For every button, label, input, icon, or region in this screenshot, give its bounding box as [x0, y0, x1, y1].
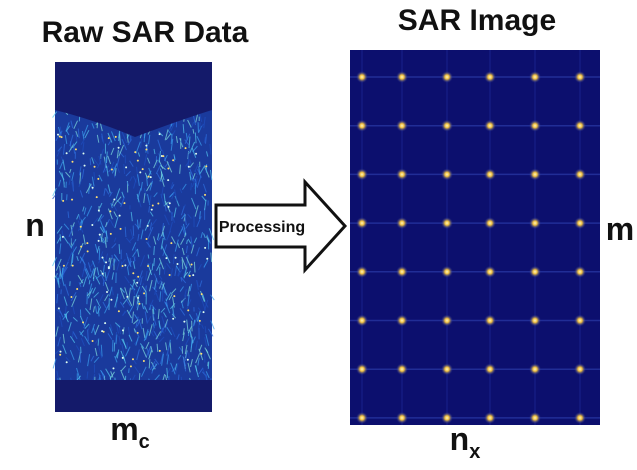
- point-target: [356, 71, 368, 83]
- point-target: [356, 412, 368, 424]
- point-target: [441, 266, 453, 278]
- point-target: [396, 412, 408, 424]
- point-target: [574, 168, 586, 180]
- point-target: [574, 363, 586, 375]
- point-target: [484, 120, 496, 132]
- point-target: [529, 412, 541, 424]
- point-target: [574, 412, 586, 424]
- point-target: [356, 217, 368, 229]
- point-target: [356, 315, 368, 327]
- sar-image: [350, 50, 600, 425]
- point-target: [529, 71, 541, 83]
- point-target: [484, 412, 496, 424]
- arrow-label: Processing: [219, 219, 305, 236]
- point-target: [396, 266, 408, 278]
- label-subscript: x: [469, 441, 480, 463]
- left-title: Raw SAR Data: [42, 16, 249, 49]
- point-target: [529, 315, 541, 327]
- point-target: [441, 120, 453, 132]
- point-target: [396, 217, 408, 229]
- point-target: [574, 120, 586, 132]
- point-target: [529, 266, 541, 278]
- label-main: m: [110, 411, 138, 447]
- point-target: [441, 168, 453, 180]
- point-target: [484, 217, 496, 229]
- point-target: [484, 266, 496, 278]
- point-target: [529, 120, 541, 132]
- dark-region: [55, 380, 212, 412]
- label-main: n: [450, 421, 470, 457]
- point-target: [396, 71, 408, 83]
- left-bottom-label: mc: [110, 411, 150, 453]
- point-target: [356, 266, 368, 278]
- point-target: [574, 71, 586, 83]
- left-side-label: n: [25, 207, 45, 243]
- label-subscript: c: [139, 431, 150, 453]
- point-target: [356, 120, 368, 132]
- right-bottom-label: nx: [450, 421, 481, 463]
- right-side-label: m: [606, 211, 634, 247]
- point-target: [356, 168, 368, 180]
- right-title: SAR Image: [398, 4, 556, 37]
- point-target: [529, 217, 541, 229]
- point-target: [484, 71, 496, 83]
- point-target: [484, 363, 496, 375]
- raw-data-image: [52, 62, 214, 412]
- point-target: [441, 217, 453, 229]
- point-target: [396, 120, 408, 132]
- diagram: Raw SAR Data SAR Image n mc Processing m…: [0, 0, 637, 470]
- point-target: [396, 168, 408, 180]
- point-target: [574, 266, 586, 278]
- point-target: [574, 315, 586, 327]
- point-target: [441, 363, 453, 375]
- point-target: [529, 363, 541, 375]
- point-target: [529, 168, 541, 180]
- point-target: [441, 315, 453, 327]
- point-target: [484, 315, 496, 327]
- point-target: [441, 71, 453, 83]
- point-target: [484, 168, 496, 180]
- point-target: [356, 363, 368, 375]
- point-target: [396, 363, 408, 375]
- point-target: [574, 217, 586, 229]
- point-target: [396, 315, 408, 327]
